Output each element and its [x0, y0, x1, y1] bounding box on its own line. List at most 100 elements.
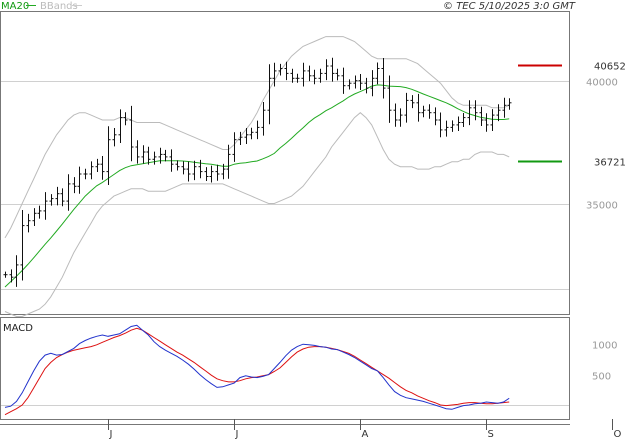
support-level-label: 36721: [594, 158, 626, 169]
price-bar: [221, 163, 226, 180]
main-y-tick-label: 35000: [586, 201, 618, 212]
price-bar: [358, 74, 363, 90]
price-bar: [318, 68, 323, 83]
price-bar: [181, 161, 186, 175]
price-bar: [215, 164, 220, 181]
price-bar: [192, 160, 197, 181]
ma20-line: [4, 84, 510, 288]
price-bar: [26, 213, 31, 233]
price-bar: [267, 64, 272, 125]
bbands-legend-label: BBands: [40, 1, 78, 12]
price-bar: [284, 61, 289, 81]
price-bar: [473, 100, 478, 121]
x-tick-label: J: [109, 429, 113, 440]
price-bar: [484, 113, 489, 132]
price-bar: [444, 120, 449, 137]
ma20-legend-label: MA20: [1, 1, 29, 12]
price-bar: [456, 116, 461, 131]
price-bar: [324, 59, 329, 81]
price-bar: [163, 149, 168, 162]
price-bar: [364, 77, 369, 94]
macd-line: [4, 324, 510, 410]
price-bar: [112, 128, 117, 147]
macd-y-tick-label: 1000: [592, 341, 617, 352]
price-bar: [502, 97, 507, 118]
price-bar: [89, 161, 94, 180]
macd-title: MACD: [3, 323, 33, 334]
price-bar: [158, 147, 163, 164]
x-tick-label: S: [488, 429, 494, 440]
price-bar: [290, 68, 295, 83]
price-bar: [232, 132, 237, 162]
price-bar: [14, 255, 19, 287]
price-bar: [20, 210, 25, 281]
price-bar: [272, 62, 277, 87]
price-bar: [335, 68, 340, 81]
price-bar: [100, 156, 105, 180]
price-bar: [301, 62, 306, 87]
price-bar: [118, 109, 123, 143]
price-bar: [467, 100, 472, 126]
price-bar: [55, 186, 60, 206]
price-bar: [381, 58, 386, 99]
price-bar: [461, 113, 466, 127]
copyright-notice: © TEC 5/10/2025 3:0 GMT: [443, 1, 576, 12]
resistance-level-label: 40652: [594, 62, 626, 73]
x-tick-label: A: [362, 429, 369, 440]
price-bar: [261, 102, 266, 136]
price-bar: [370, 70, 375, 97]
price-bar: [66, 174, 71, 211]
price-bar: [146, 146, 151, 165]
price-bar: [398, 108, 403, 127]
price-bar: [244, 128, 249, 144]
price-bar: [255, 120, 260, 140]
x-tick-label: O: [614, 429, 622, 440]
bbands-upper-line: [4, 36, 510, 239]
price-bar: [421, 105, 426, 118]
price-bar: [95, 158, 100, 172]
price-bar: [106, 126, 111, 185]
price-bar: [43, 192, 48, 220]
price-bar: [507, 98, 512, 110]
price-bar: [427, 104, 432, 119]
price-bar: [433, 107, 438, 126]
price-bar: [347, 79, 352, 90]
price-bar: [375, 62, 380, 85]
macd-y-tick-label: 500: [592, 372, 611, 383]
price-bar: [135, 140, 140, 164]
bbands-lower-line: [4, 112, 510, 317]
price-bar: [410, 95, 415, 109]
price-bar: [186, 161, 191, 182]
price-bar: [226, 144, 231, 179]
price-bar: [312, 69, 317, 85]
macd-signal-line: [4, 327, 510, 416]
price-bar: [49, 194, 54, 206]
price-bar: [129, 105, 134, 162]
price-bar: [393, 103, 398, 127]
price-bar: [141, 145, 146, 164]
price-bar: [416, 93, 421, 122]
price-bar: [77, 166, 82, 194]
price-bar: [83, 168, 88, 180]
price-bar: [387, 75, 392, 123]
price-bar: [278, 63, 283, 76]
price-bar: [307, 65, 312, 82]
price-bar: [249, 127, 254, 140]
price-bar: [295, 73, 300, 83]
price-bar: [32, 208, 37, 226]
price-bar: [479, 106, 484, 126]
price-bar: [37, 205, 42, 219]
price-bar: [450, 120, 455, 132]
price-bar: [330, 57, 335, 82]
main-panel-frame: [0, 11, 570, 315]
price-bar: [152, 151, 157, 165]
price-bar: [60, 188, 65, 207]
price-bar: [490, 109, 495, 131]
price-bar: [438, 112, 443, 138]
price-bar: [496, 104, 501, 122]
price-bar: [72, 177, 77, 194]
price-bar: [209, 165, 214, 183]
price-bar: [169, 149, 174, 172]
price-bar: [238, 131, 243, 145]
